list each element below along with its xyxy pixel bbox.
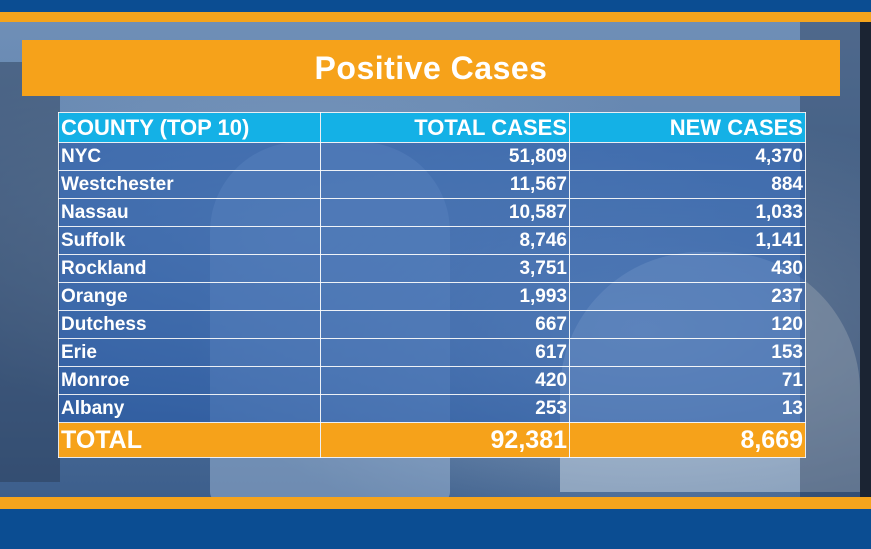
table-header-row: COUNTY (TOP 10) TOTAL CASES NEW CASES (58, 112, 806, 143)
total-label: TOTAL (58, 422, 321, 458)
county-cell: Westchester (58, 170, 321, 199)
total-cases-cell: 8,746 (320, 226, 570, 255)
table-row: Albany 253 13 (58, 394, 806, 423)
column-header-new-cases: NEW CASES (569, 112, 806, 143)
county-cell: Rockland (58, 254, 321, 283)
new-cases-cell: 1,033 (569, 198, 806, 227)
total-cases-cell: 51,809 (320, 142, 570, 171)
total-cases-cell: 1,993 (320, 282, 570, 311)
page-title: Positive Cases (314, 49, 548, 86)
table-row: NYC 51,809 4,370 (58, 142, 806, 171)
new-cases-cell: 237 (569, 282, 806, 311)
table-row: Orange 1,993 237 (58, 282, 806, 311)
new-cases-cell: 13 (569, 394, 806, 423)
top-frame-bar (0, 0, 871, 12)
table-row: Erie 617 153 (58, 338, 806, 367)
total-cases-cell: 617 (320, 338, 570, 367)
total-cases-sum: 92,381 (320, 422, 570, 458)
county-cell: Erie (58, 338, 321, 367)
table-row: Nassau 10,587 1,033 (58, 198, 806, 227)
new-cases-cell: 120 (569, 310, 806, 339)
table-row: Westchester 11,567 884 (58, 170, 806, 199)
county-cell: Suffolk (58, 226, 321, 255)
background-shape (800, 22, 860, 497)
county-cell: Albany (58, 394, 321, 423)
table-row: Suffolk 8,746 1,141 (58, 226, 806, 255)
positive-cases-table: COUNTY (TOP 10) TOTAL CASES NEW CASES NY… (58, 112, 806, 458)
bottom-accent-stripe (0, 497, 871, 509)
county-cell: Dutchess (58, 310, 321, 339)
new-cases-cell: 884 (569, 170, 806, 199)
column-header-county: COUNTY (TOP 10) (58, 112, 321, 143)
title-banner: Positive Cases (22, 40, 840, 96)
column-header-total-cases: TOTAL CASES (320, 112, 570, 143)
table-row: Dutchess 667 120 (58, 310, 806, 339)
total-cases-cell: 667 (320, 310, 570, 339)
total-cases-cell: 11,567 (320, 170, 570, 199)
new-cases-cell: 4,370 (569, 142, 806, 171)
right-edge-bar (860, 22, 871, 497)
county-cell: NYC (58, 142, 321, 171)
background-shape (0, 62, 60, 482)
new-cases-cell: 71 (569, 366, 806, 395)
new-cases-cell: 430 (569, 254, 806, 283)
county-cell: Nassau (58, 198, 321, 227)
new-cases-cell: 153 (569, 338, 806, 367)
total-cases-cell: 10,587 (320, 198, 570, 227)
county-cell: Orange (58, 282, 321, 311)
total-row: TOTAL 92,381 8,669 (58, 422, 806, 458)
total-cases-cell: 253 (320, 394, 570, 423)
county-cell: Monroe (58, 366, 321, 395)
table-row: Monroe 420 71 (58, 366, 806, 395)
new-cases-cell: 1,141 (569, 226, 806, 255)
total-cases-cell: 3,751 (320, 254, 570, 283)
new-cases-sum: 8,669 (569, 422, 806, 458)
bottom-frame-bar (0, 509, 871, 549)
top-accent-stripe (0, 12, 871, 22)
table-row: Rockland 3,751 430 (58, 254, 806, 283)
total-cases-cell: 420 (320, 366, 570, 395)
